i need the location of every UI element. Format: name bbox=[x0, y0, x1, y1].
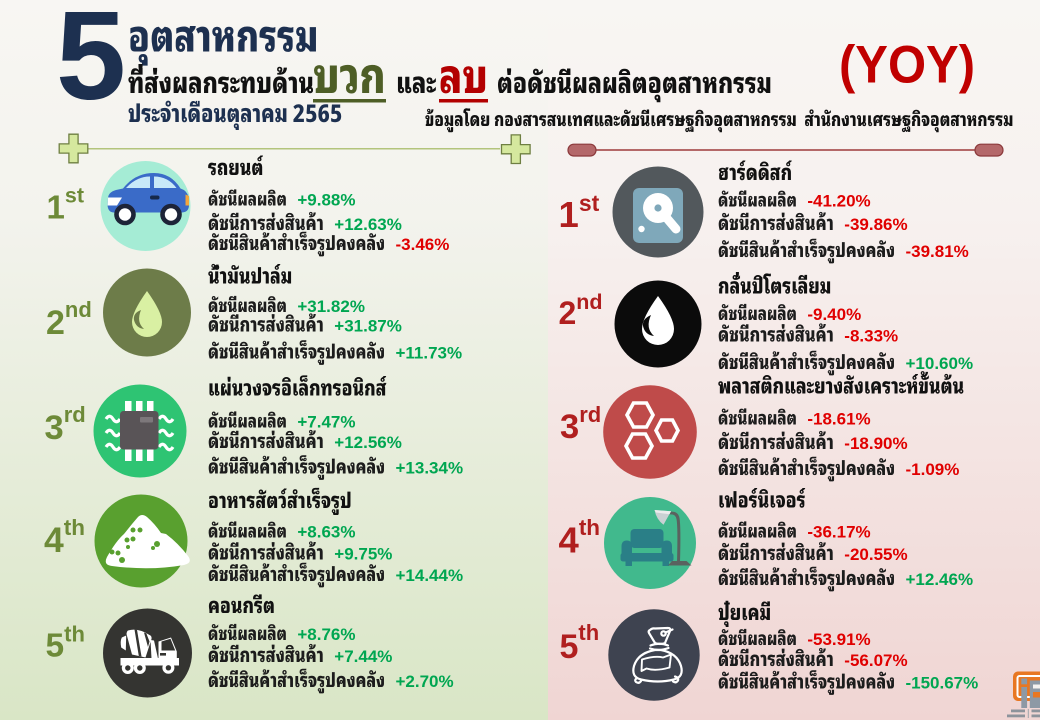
svg-text:-39.81%: -39.81% bbox=[905, 242, 968, 261]
svg-text:+12.56%: +12.56% bbox=[334, 433, 402, 452]
svg-text:-20.55%: -20.55% bbox=[844, 545, 907, 564]
svg-text:+11.73%: +11.73% bbox=[395, 344, 462, 363]
svg-text:-53.91%: -53.91% bbox=[807, 630, 870, 649]
svg-text:-56.07%: -56.07% bbox=[844, 651, 907, 670]
svg-text:-18.90%: -18.90% bbox=[844, 434, 907, 453]
svg-text:+8.63%: +8.63% bbox=[297, 523, 355, 542]
svg-text:-150.67%: -150.67% bbox=[905, 674, 978, 693]
svg-text:+12.63%: +12.63% bbox=[334, 215, 402, 234]
svg-text:5: 5 bbox=[56, 0, 126, 126]
svg-text:+9.75%: +9.75% bbox=[334, 545, 392, 564]
svg-text:-1.09%: -1.09% bbox=[905, 460, 959, 479]
svg-text:+8.76%: +8.76% bbox=[297, 625, 355, 644]
svg-text:+31.82%: +31.82% bbox=[297, 297, 365, 316]
svg-text:1st: 1st bbox=[559, 190, 600, 235]
svg-text:+7.44%: +7.44% bbox=[334, 647, 392, 666]
svg-text:-18.61%: -18.61% bbox=[807, 410, 870, 429]
svg-text:2nd: 2nd bbox=[46, 297, 92, 342]
svg-text:+10.60%: +10.60% bbox=[905, 354, 973, 373]
svg-text:-9.40%: -9.40% bbox=[807, 305, 861, 324]
svg-text:-39.86%: -39.86% bbox=[844, 215, 907, 234]
svg-text:-41.20%: -41.20% bbox=[807, 192, 870, 211]
svg-text:+2.70%: +2.70% bbox=[395, 672, 453, 691]
svg-text:+31.87%: +31.87% bbox=[334, 317, 402, 336]
svg-text:+14.44%: +14.44% bbox=[395, 566, 463, 585]
svg-text:+9.88%: +9.88% bbox=[297, 191, 355, 210]
svg-text:+12.46%: +12.46% bbox=[905, 570, 973, 589]
svg-text:(YOY): (YOY) bbox=[839, 36, 975, 95]
svg-text:+7.47%: +7.47% bbox=[297, 413, 355, 432]
svg-text:-36.17%: -36.17% bbox=[807, 523, 870, 542]
svg-text:+13.34%: +13.34% bbox=[395, 459, 463, 478]
svg-text:-8.33%: -8.33% bbox=[844, 327, 898, 346]
svg-text:-3.46%: -3.46% bbox=[395, 235, 449, 254]
